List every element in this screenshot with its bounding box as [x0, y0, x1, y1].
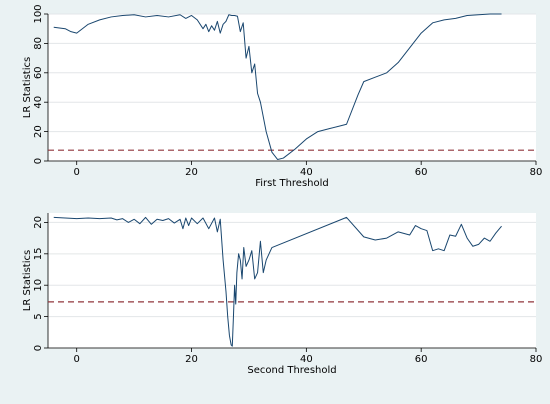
x-tick-label: 40 — [300, 167, 313, 178]
x-tick-label: 60 — [415, 354, 428, 365]
y-tick-label: 10 — [33, 279, 44, 292]
x-tick-label: 40 — [300, 354, 313, 365]
x-tick-label: 20 — [185, 167, 198, 178]
chart-panel-2: 0 5 10 15 20 0 20 40 60 80 Second Threshold LR Stat… — [8, 205, 542, 390]
y-tick-label: 20 — [33, 216, 44, 229]
y-axis-title: LR Statistics — [22, 250, 33, 311]
x-tick-label: 60 — [415, 167, 428, 178]
x-tick-label: 0 — [74, 354, 80, 365]
y-tick-label: 20 — [33, 125, 44, 138]
x-axis-title: Second Threshold — [247, 365, 336, 376]
y-tick-label: 0 — [33, 345, 44, 351]
plot-area — [48, 213, 536, 348]
y-tick-label: 5 — [33, 313, 44, 319]
lr-statistic-series-line — [53, 13, 502, 161]
x-axis-title: First Threshold — [255, 178, 329, 189]
x-tick-label: 20 — [185, 354, 198, 365]
y-tick-label: 100 — [33, 4, 44, 23]
y-tick-label: 15 — [33, 247, 44, 260]
x-tick-label: 80 — [530, 167, 543, 178]
y-tick-label: 60 — [33, 66, 44, 79]
plot-area — [48, 14, 536, 161]
x-tick-label: 0 — [74, 167, 80, 178]
x-tick-label: 80 — [530, 354, 543, 365]
lr-statistic-series-line — [53, 216, 502, 347]
y-axis-title: LR Statistics — [22, 57, 33, 118]
y-tick-label: 0 — [33, 158, 44, 164]
y-tick-label: 80 — [33, 37, 44, 50]
y-tick-label: 40 — [33, 96, 44, 109]
chart-panel-1: 0 20 40 60 80 100 0 20 40 60 80 First Threshold LR S… — [8, 4, 542, 190]
